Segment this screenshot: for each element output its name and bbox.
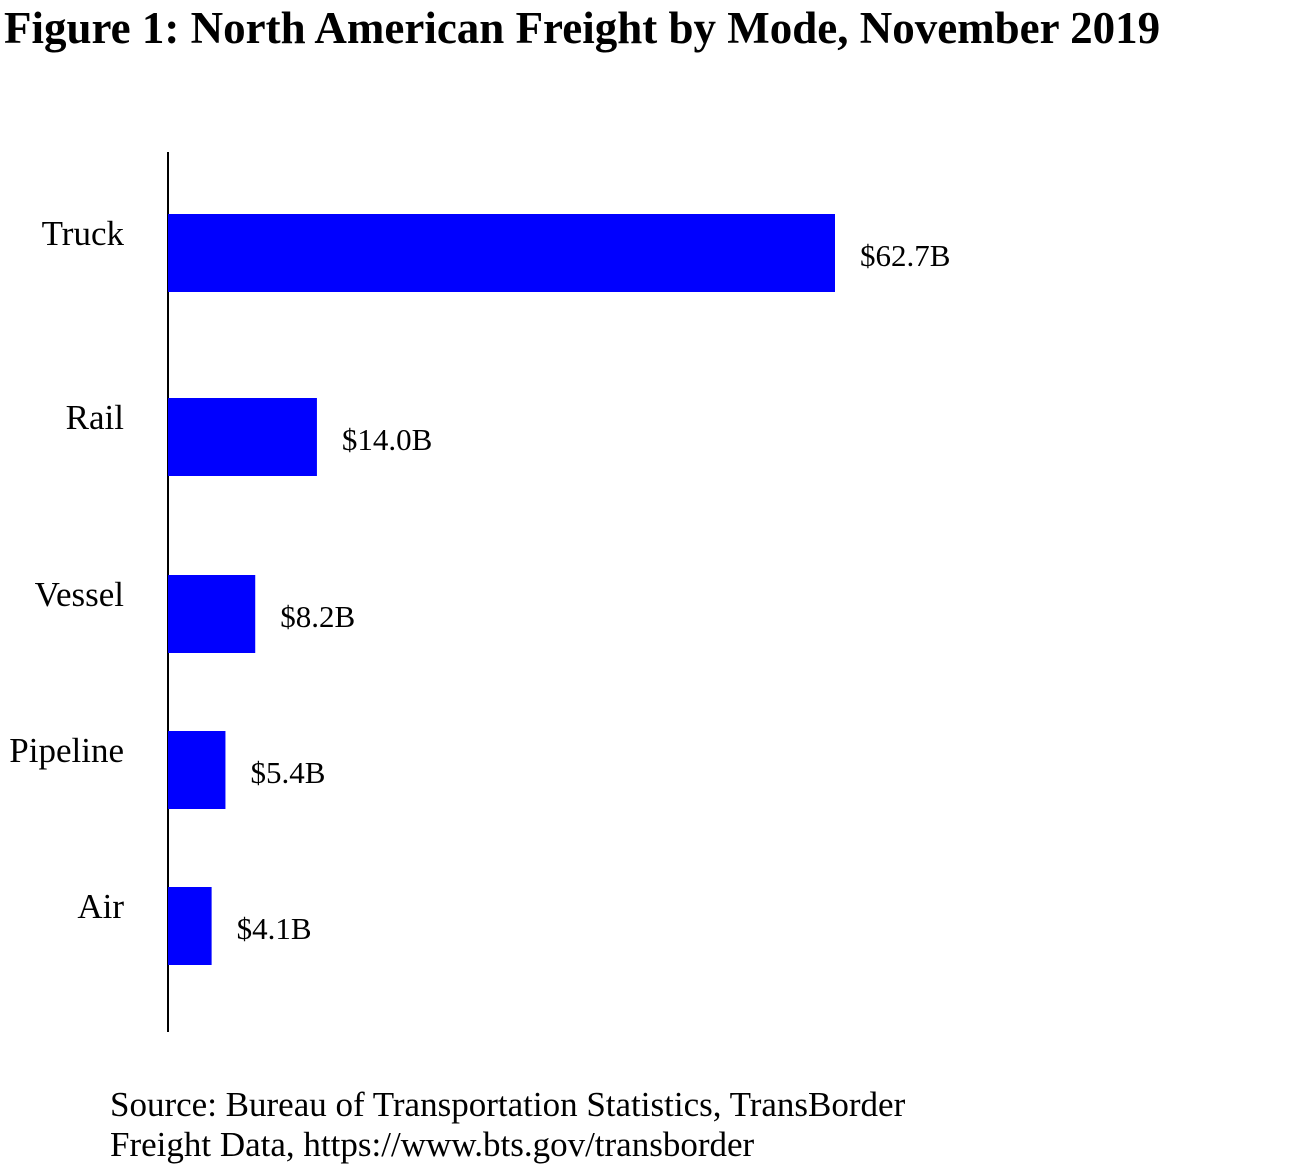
bar-truck [168,214,835,292]
value-label-pipeline: $5.4B [250,755,325,790]
bar-pipeline [168,731,226,809]
category-label-group: Truck Rail Vessel Pipeline Air [9,214,124,926]
value-label-air: $4.1B [237,911,312,946]
source-note: Source: Bureau of Transportation Statist… [110,1085,905,1165]
value-label-truck: $62.7B [860,238,950,273]
source-line-1: Source: Bureau of Transportation Statist… [110,1085,906,1124]
chart-title: Figure 1: North American Freight by Mode… [4,3,1161,53]
category-label-air: Air [77,887,124,926]
category-label-pipeline: Pipeline [9,731,124,770]
bar-group [168,214,835,965]
bar-air [168,887,212,965]
category-label-vessel: Vessel [35,575,125,614]
category-label-rail: Rail [66,398,125,437]
category-label-truck: Truck [42,214,125,253]
source-line-2: Freight Data, https://www.bts.gov/transb… [110,1125,755,1164]
bar-rail [168,398,317,476]
value-label-rail: $14.0B [342,422,432,457]
bar-vessel [168,575,256,653]
value-label-group: $62.7B $14.0B $8.2B $5.4B $4.1B [237,238,951,946]
value-label-vessel: $8.2B [280,599,355,634]
